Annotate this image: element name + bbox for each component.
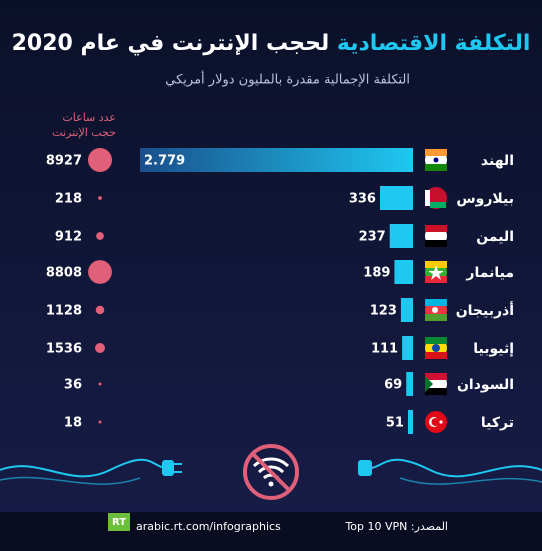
hours-circle — [98, 196, 102, 200]
bar — [402, 336, 413, 360]
bar — [140, 148, 413, 172]
bar — [407, 410, 413, 434]
hours-circle — [98, 420, 102, 424]
hours-circle — [95, 305, 105, 315]
hours-circle — [95, 343, 105, 353]
flag-sudan — [425, 373, 447, 395]
value-label: 189 — [363, 266, 390, 281]
flag-ethiopia — [425, 337, 447, 359]
value-label: 69 — [384, 378, 402, 393]
chart-title: التكلفة الاقتصادية لحجب الإنترنت في عام … — [12, 31, 531, 56]
hours-label-line: حجب الإنترنت — [52, 126, 116, 139]
value-label: 51 — [386, 416, 404, 431]
flag-azerbaijan — [425, 299, 447, 321]
value-label: 237 — [359, 230, 386, 245]
hours-label: 8927 — [46, 154, 82, 169]
hours-label: 18 — [64, 416, 82, 431]
source: المصدر: Top 10 VPN — [344, 520, 448, 533]
subtitle: التكلفة الإجمالية مقدرة بالمليون دولار أ… — [165, 71, 410, 88]
hours-label: 36 — [64, 378, 82, 393]
bar — [389, 224, 413, 248]
bar — [406, 372, 413, 396]
bottom-decoration — [0, 444, 542, 500]
country-name: ميانمار — [465, 265, 514, 281]
hours-label: 1536 — [46, 342, 82, 357]
flag-turkey — [425, 411, 447, 433]
country-name: الهند — [481, 153, 514, 169]
hours-circle — [88, 148, 112, 172]
title-highlight: التكلفة الاقتصادية — [337, 31, 531, 56]
hours-circle — [88, 260, 112, 284]
country-name: أذربيجان — [456, 301, 514, 319]
value-label: 123 — [370, 304, 397, 319]
website: arabic.rt.com/infographics — [136, 520, 281, 533]
country-name: بيلاروس — [456, 191, 514, 207]
flag-belarus — [425, 187, 447, 209]
bar — [400, 298, 413, 322]
hours-label: 8808 — [46, 266, 82, 281]
footer-band — [0, 512, 542, 551]
title-rest: لحجب الإنترنت في عام 2020 — [12, 31, 330, 56]
bar — [379, 186, 413, 210]
hours-label-line: عدد ساعات — [62, 111, 116, 124]
bar — [394, 260, 413, 284]
country-name: تركيا — [481, 415, 514, 431]
hours-circle — [96, 232, 104, 240]
value-label: 111 — [371, 342, 398, 357]
country-name: اليمن — [476, 229, 514, 245]
hours-circle — [98, 382, 102, 386]
value-label: 2.779 — [144, 154, 185, 169]
logo-box — [108, 513, 130, 531]
country-name: السودان — [457, 377, 514, 393]
country-name: إثيوبيا — [473, 341, 514, 357]
hours-label: 218 — [55, 192, 82, 207]
hours-label: 1128 — [46, 304, 82, 319]
value-label: 336 — [349, 192, 376, 207]
hours-label: 912 — [55, 230, 82, 245]
logo: RT — [112, 517, 126, 528]
flag-yemen — [425, 225, 447, 247]
flag-myanmar — [425, 261, 447, 283]
